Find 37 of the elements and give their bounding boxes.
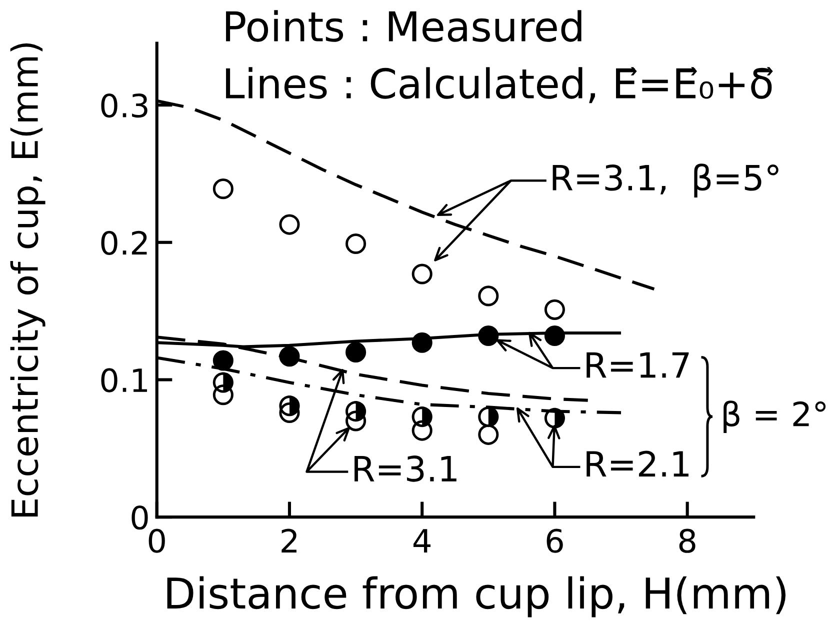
point [478, 286, 499, 306]
x-tick-label: 6 [546, 528, 563, 553]
point [279, 214, 300, 235]
point [412, 406, 432, 428]
annotation: R=2.1 [586, 450, 688, 477]
point [346, 342, 366, 363]
point [478, 424, 499, 445]
y-tick-label: 0.3 [101, 93, 148, 118]
x-tick-label: 2 [282, 528, 296, 552]
y-tick-label: 0.2 [101, 230, 147, 255]
annotation: β = 2° [724, 400, 826, 434]
point [544, 326, 565, 346]
point [346, 401, 366, 422]
y-tick-label: 0 [132, 505, 148, 530]
point [212, 350, 234, 371]
annotation: R=1.7 [586, 352, 689, 378]
x-tick-label: 8 [679, 528, 696, 553]
point [212, 372, 234, 393]
point [478, 326, 499, 346]
annotation: R=3.1, β=5° [552, 164, 778, 198]
point [412, 264, 432, 284]
point [346, 233, 366, 254]
y-axis-title: Eccentricity of cup, E(mm) [10, 43, 46, 517]
point [279, 396, 300, 416]
y-tick-label: 0.1 [101, 368, 147, 392]
x-tick-label: 4 [414, 529, 430, 552]
annotation: Lines : Calculated, E⃗=E⃗₀+δ⃗ [226, 67, 773, 104]
point [478, 406, 499, 428]
text: Points : Measured [226, 10, 582, 42]
point [279, 346, 300, 367]
x-axis-title: Distance from cup lip, H(mm) [167, 576, 786, 618]
point [544, 299, 565, 320]
annotation: R=3.1 [354, 456, 456, 482]
point [544, 408, 565, 428]
point [212, 178, 234, 200]
x-tick-label: 0 [148, 528, 165, 553]
point [412, 332, 432, 353]
